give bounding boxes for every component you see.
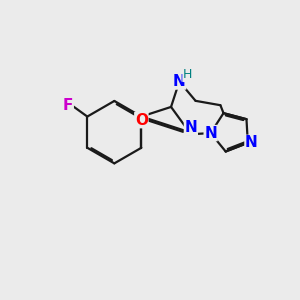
Text: N: N (173, 74, 186, 89)
Text: O: O (135, 112, 148, 128)
Text: H: H (183, 68, 192, 81)
Text: F: F (63, 98, 73, 113)
Text: N: N (245, 135, 258, 150)
Text: N: N (184, 120, 197, 135)
Text: N: N (204, 126, 217, 141)
